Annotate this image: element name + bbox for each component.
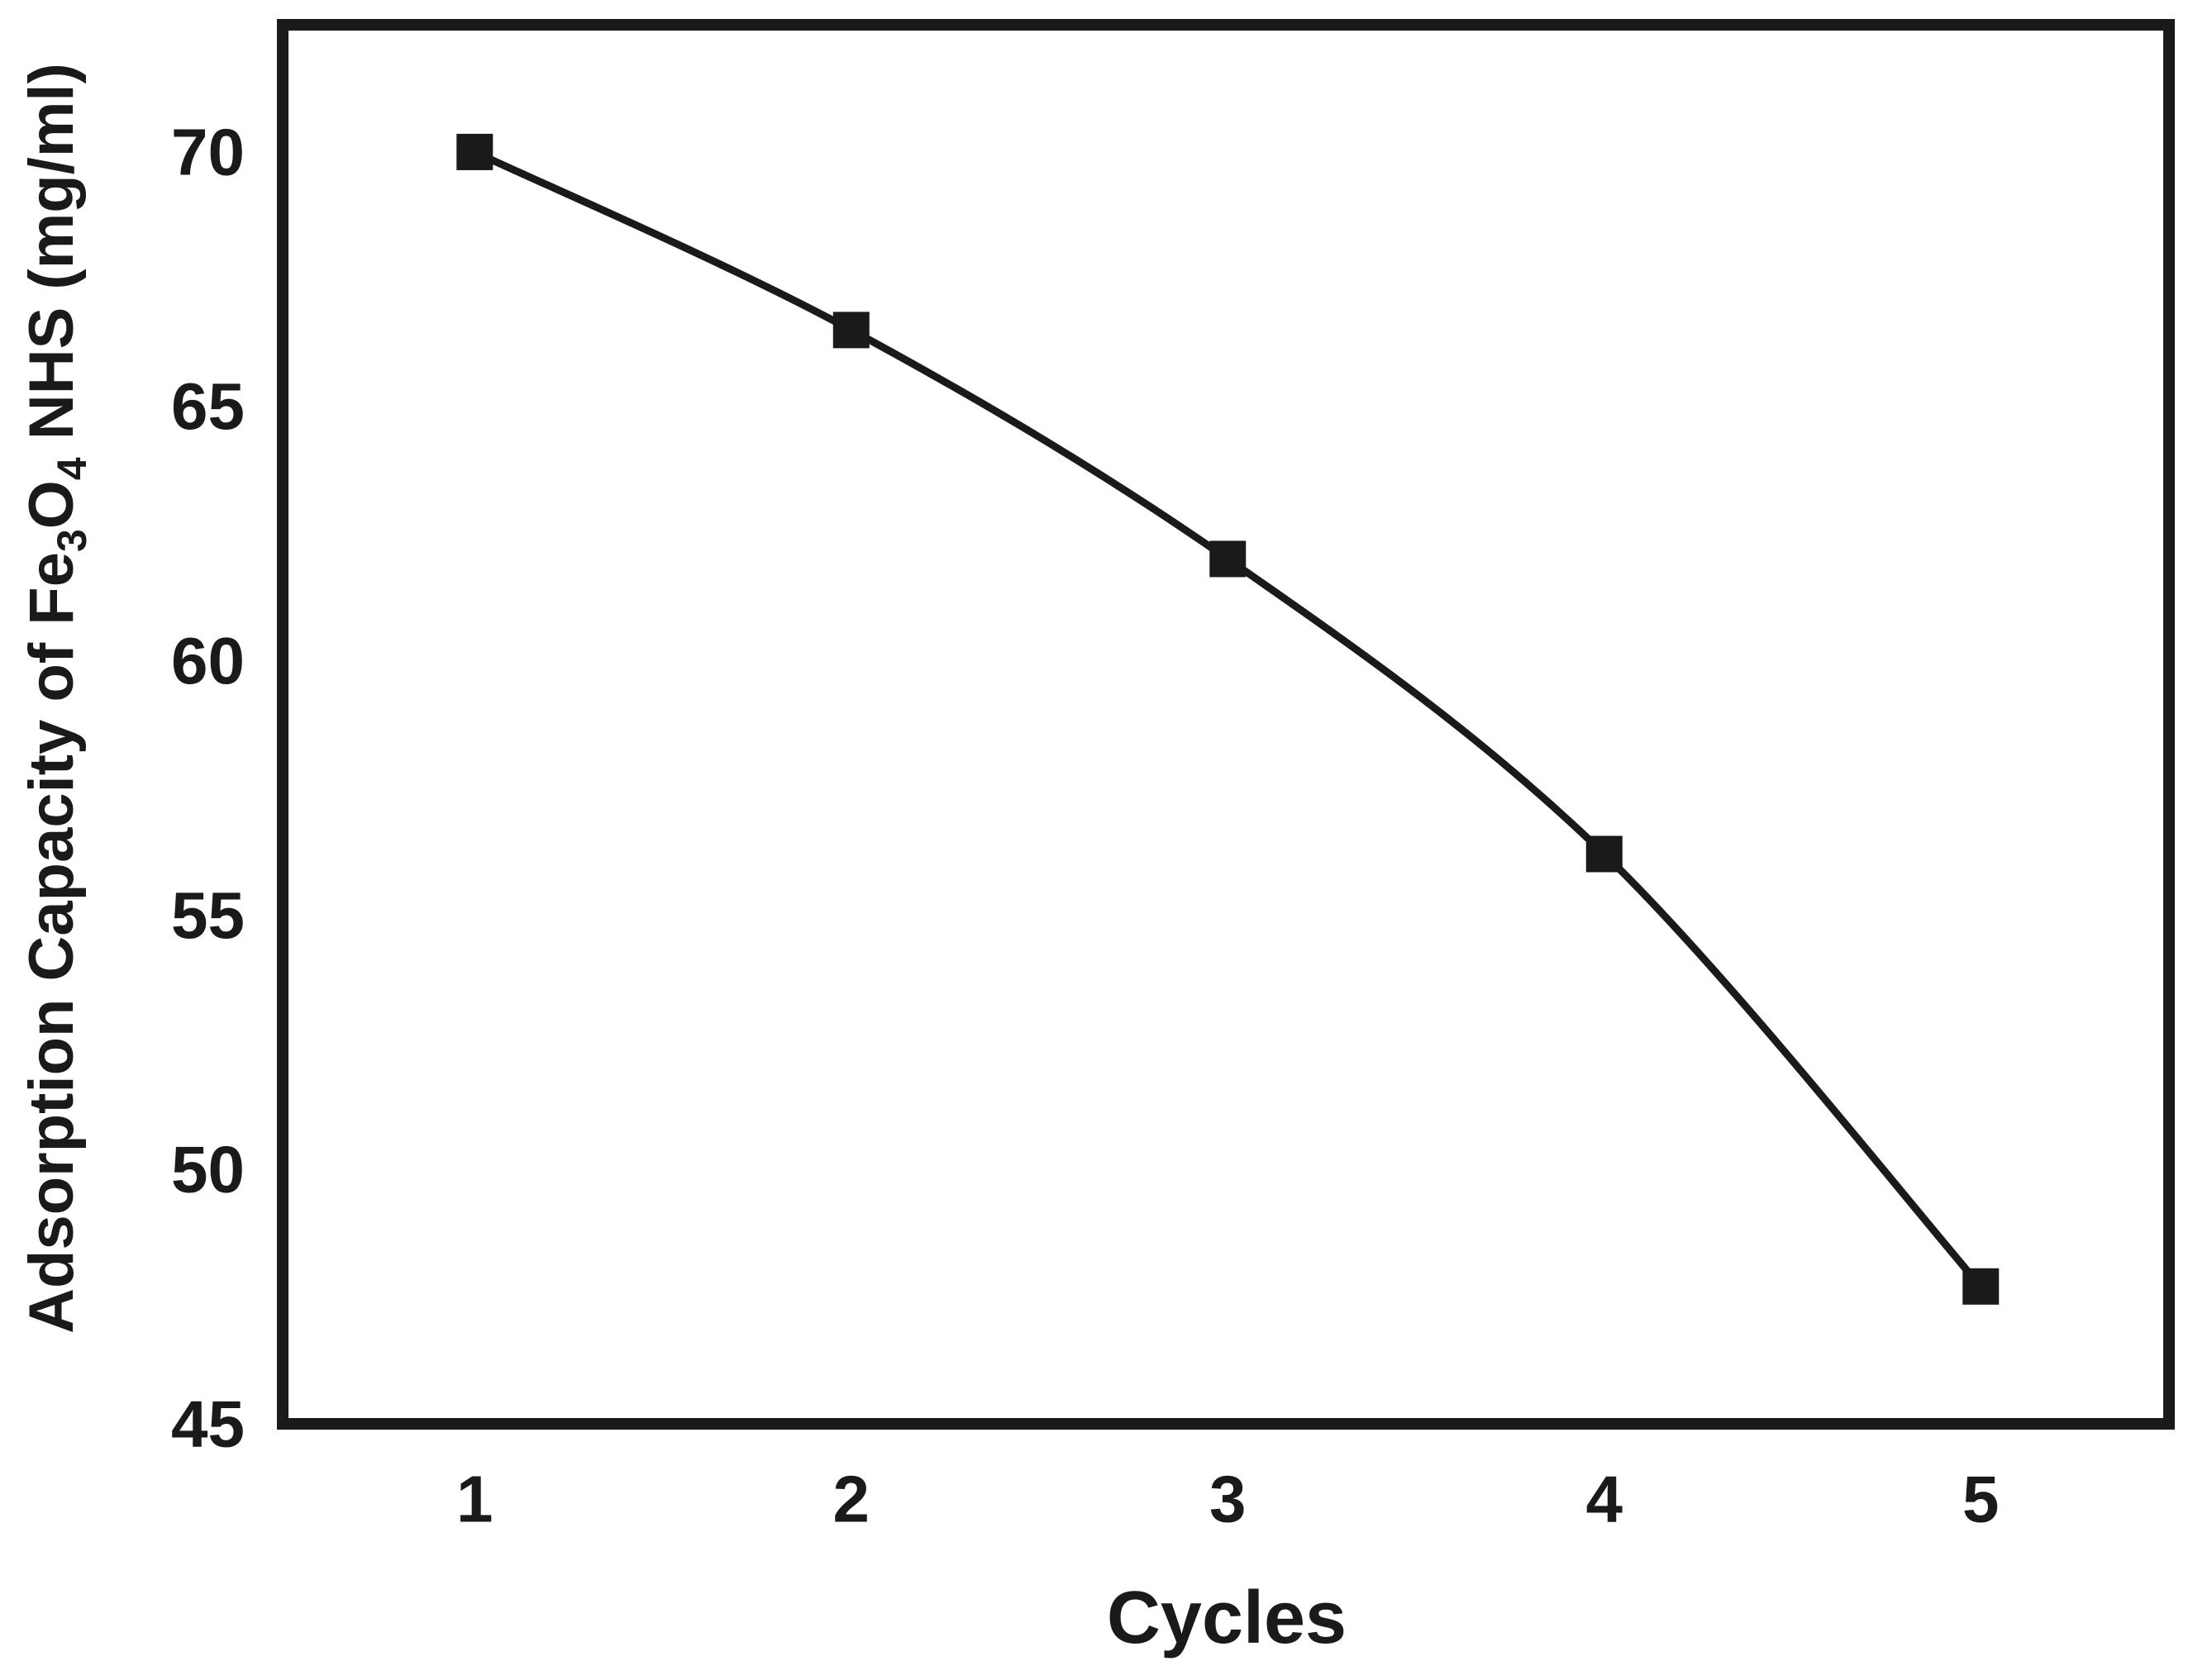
data-point-marker	[1585, 835, 1623, 873]
y-axis-tick-label: 45	[171, 1387, 245, 1461]
y-axis-tick-label: 70	[171, 115, 245, 188]
x-axis-tick-labels: 1 2 3 4 5	[456, 1463, 1999, 1536]
data-point-marker	[1962, 1268, 2000, 1305]
x-axis-tick-label: 3	[1209, 1463, 1247, 1536]
data-series-layer	[456, 133, 2000, 1305]
x-axis-tick-label: 5	[1962, 1463, 2000, 1536]
data-point-marker	[832, 312, 870, 349]
y-axis-title-segment: Adsorption Capacity of Fe	[17, 552, 87, 1334]
plot-frame	[277, 19, 2175, 1430]
y-axis-tick-label: 60	[171, 624, 245, 697]
y-axis-title-segment: O	[17, 480, 87, 529]
y-axis-title-segment: NHS (mg/ml)	[17, 63, 87, 457]
y-axis-title-subscript: 3	[49, 529, 95, 552]
y-axis-tick-label: 50	[171, 1133, 245, 1206]
x-axis-tick-label: 1	[456, 1463, 493, 1536]
y-axis-tick-label: 55	[171, 878, 245, 952]
x-axis-title: Cycles	[1107, 1577, 1347, 1659]
x-axis-tick-label: 2	[833, 1463, 870, 1536]
y-axis-tick-label: 65	[171, 369, 245, 443]
y-axis-title: Adsorption Capacity of Fe3O4 NHS (mg/ml)	[17, 63, 95, 1334]
y-axis-tick-labels: 45 50 55 60 65 70	[171, 115, 245, 1460]
x-axis-tick-label: 4	[1586, 1463, 1623, 1536]
data-series-line	[470, 148, 1985, 1291]
data-point-marker	[456, 133, 493, 170]
y-axis-title-subscript: 4	[49, 457, 95, 480]
data-point-marker	[1209, 540, 1247, 578]
